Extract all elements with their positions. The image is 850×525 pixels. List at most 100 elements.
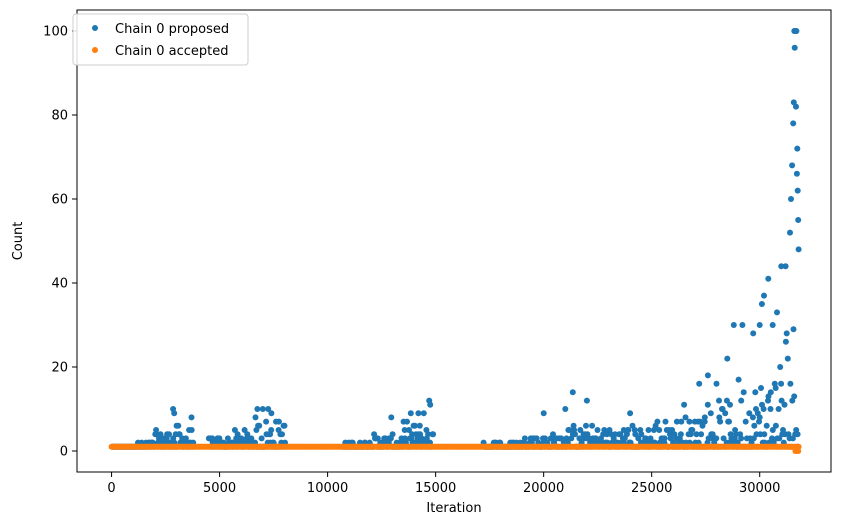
data-point-proposed [777,364,784,370]
data-point-proposed [673,418,680,425]
legend-marker-proposed [92,25,98,31]
y-tick-label: 60 [51,193,68,208]
data-point-proposed [769,427,776,433]
data-point-proposed [678,418,685,425]
data-point-proposed [654,418,661,425]
x-axis: 0 5000 10000 15000 20000 25000 30000 [107,472,780,496]
data-point-proposed [701,418,708,425]
plot-frame [76,9,832,473]
data-point-proposed [738,435,745,442]
data-point-proposed [263,418,270,425]
data-point-proposed [774,309,780,316]
data-point-proposed [761,431,768,438]
data-point-proposed [769,322,776,328]
data-point-proposed [704,372,711,379]
data-point-proposed [401,427,408,433]
data-point-proposed [778,380,785,387]
data-point-proposed [794,431,801,438]
x-tick-label: 25000 [631,481,672,496]
data-point-proposed [781,401,788,408]
data-point-proposed [795,246,802,253]
data-point-proposed [701,414,708,421]
data-point-proposed [756,414,763,421]
data-point-proposed [738,397,745,404]
data-point-proposed [415,410,422,417]
data-point-proposed [742,418,749,425]
data-point-proposed [740,389,747,396]
y-tick-label: 80 [51,109,68,124]
data-point-proposed [256,422,263,429]
data-point-proposed [425,431,432,438]
data-point-proposed [427,401,434,408]
data-point-proposed [562,406,569,412]
data-point-proposed [265,406,272,412]
data-point-proposed [784,355,791,362]
data-point-proposed [763,422,770,429]
data-point-proposed [686,418,693,425]
data-point-proposed [416,422,423,429]
data-point-proposed [171,410,178,417]
x-tick-label: 20000 [523,481,564,496]
data-point-proposed [790,120,797,127]
data-point-proposed [583,422,589,429]
series-accepted-points [108,443,802,454]
data-point-proposed [589,422,596,429]
data-point-proposed [778,397,785,404]
data-point-proposed [749,414,756,421]
x-tick-label: 5000 [203,481,236,496]
y-tick-label: 20 [51,361,68,376]
data-point-proposed [279,431,285,438]
data-point-proposed [782,263,789,270]
data-point-proposed [713,435,720,442]
data-point-proposed [175,422,182,429]
data-point-proposed [406,427,412,433]
data-point-proposed [254,406,261,412]
data-point-accepted [795,448,802,454]
data-point-proposed [775,406,782,412]
data-point-proposed [793,103,799,110]
data-point-proposed [787,380,794,387]
series-proposed-points [109,28,802,450]
data-point-proposed [662,418,669,425]
data-point-proposed [252,414,259,421]
data-point-proposed [723,397,730,404]
data-point-proposed [735,376,742,383]
data-point-proposed [681,401,688,408]
data-point-proposed [275,418,282,425]
x-tick-label: 15000 [415,481,456,496]
data-point-proposed [794,187,801,194]
data-point-proposed [765,275,772,282]
data-point-proposed [720,435,727,442]
x-tick-label: 10000 [307,481,348,496]
data-point-proposed [746,410,753,417]
data-point-proposed [411,422,418,429]
data-point-proposed [760,406,767,412]
data-point-proposed [787,229,793,236]
data-point-proposed [693,431,700,438]
data-point-proposed [788,196,794,202]
data-point-proposed [778,263,785,270]
data-point-proposed [750,330,757,337]
data-point-proposed [704,401,711,408]
data-point-proposed [722,410,729,417]
data-point-proposed [696,380,703,387]
data-point-proposed [430,431,437,438]
data-point-proposed [758,301,765,307]
data-point-proposed [730,322,737,328]
data-point-proposed [268,427,275,433]
y-tick-label: 0 [60,445,68,460]
data-point-proposed [793,170,800,177]
data-point-proposed [188,414,195,421]
data-point-proposed [281,422,288,429]
data-point-proposed [638,431,645,438]
data-point-proposed [407,410,414,417]
data-point-proposed [627,410,634,417]
legend-label-proposed: Chain 0 proposed [115,22,229,37]
legend-label-accepted: Chain 0 accepted [115,44,229,59]
data-point-proposed [612,431,619,438]
y-tick-label: 100 [43,25,68,40]
data-point-proposed [645,427,652,433]
x-axis-label: Iteration [426,501,481,516]
data-point-proposed [594,427,601,433]
